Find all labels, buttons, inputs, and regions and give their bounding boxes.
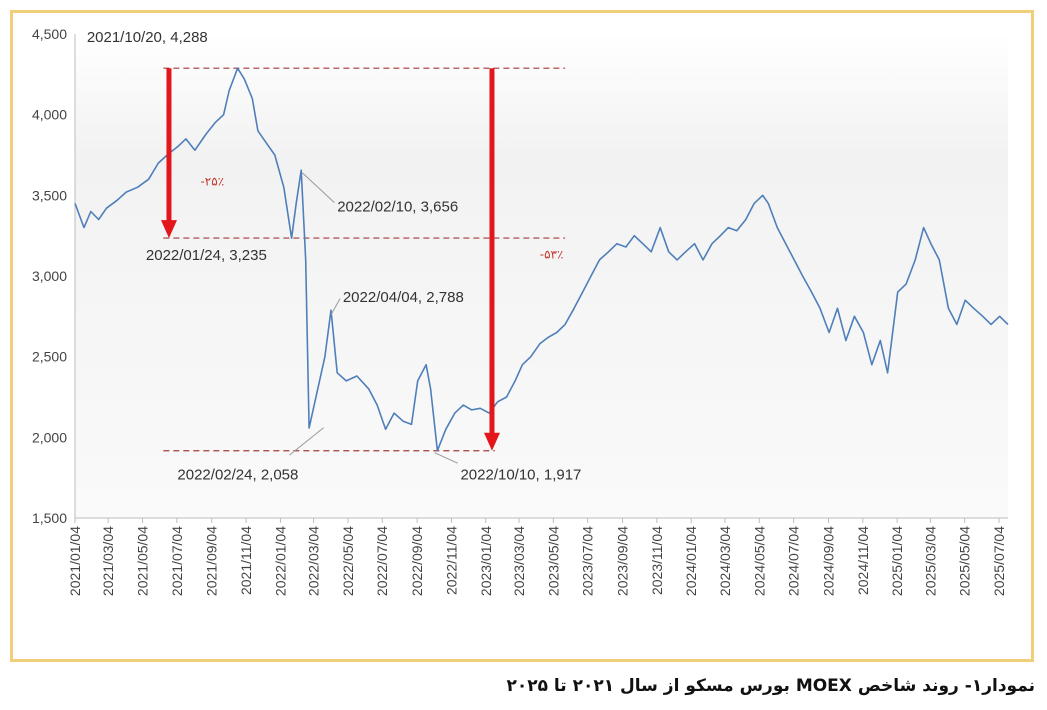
x-tick-label: 2022/07/04: [374, 526, 390, 596]
y-tick-label: 2,500: [32, 349, 67, 365]
annotation-3235: 2022/01/24, 3,235: [146, 247, 267, 264]
x-tick-label: 2023/03/04: [511, 526, 527, 596]
x-tick-label: 2021/03/04: [100, 526, 116, 596]
annotation-2058: 2022/02/24, 2,058: [177, 466, 298, 483]
series-line: [74, 67, 1009, 452]
annotation-3656: 2022/02/10, 3,656: [337, 198, 458, 215]
chart-frame: 1,500 2,000 2,500 3,000 3,500 4,000 4,500 2021/…: [10, 10, 1034, 662]
x-tick-label: 2023/11/04: [649, 526, 665, 595]
x-tick-label: 2022/05/04: [340, 526, 356, 596]
leader-1917: [434, 452, 458, 464]
x-tick-label: 2022/11/04: [443, 526, 459, 595]
x-tick-label: 2021/11/04: [238, 526, 254, 595]
drawdown-label-53: -۵۳٪: [540, 247, 564, 261]
drawdown-arrow-53-head: [483, 432, 500, 451]
y-tick-label: 3,500: [32, 187, 67, 203]
x-tick-label: 2024/09/04: [820, 526, 836, 596]
x-tick-label: 2024/01/04: [683, 526, 699, 596]
y-tick-label: 2,000: [32, 429, 67, 445]
x-tick-label: 2024/03/04: [717, 526, 733, 596]
x-tick-label: 2024/05/04: [751, 526, 767, 596]
x-tick-label: 2022/01/04: [272, 526, 288, 596]
x-tick-label: 2022/09/04: [409, 526, 425, 596]
annotation-2788: 2022/04/04, 2,788: [343, 289, 464, 306]
leader-2058: [289, 427, 325, 456]
x-tick-label: 2023/07/04: [580, 526, 596, 596]
drawdown-label-25: -۲۵٪: [200, 175, 224, 189]
x-tick-label: 2022/03/04: [306, 526, 322, 596]
x-tick-label: 2025/03/04: [922, 526, 938, 596]
x-tick-label: 2021/05/04: [135, 526, 151, 596]
x-tick-label: 2024/11/04: [855, 526, 871, 595]
x-tick-label: 2025/01/04: [889, 526, 905, 596]
x-tick-label: 2025/05/04: [957, 526, 973, 596]
leader-2788: [330, 298, 341, 315]
x-tick-label: 2024/07/04: [786, 526, 802, 596]
y-tick-label: 4,500: [32, 26, 67, 42]
x-tick-label: 2023/01/04: [478, 526, 494, 596]
x-tick-label: 2021/09/04: [204, 526, 220, 596]
figure-caption: نمودار۱- روند شاخص MOEX بورس مسکو از سال…: [506, 676, 1035, 696]
x-tick-label: 2021/01/04: [67, 526, 83, 596]
moex-line-chart: 1,500 2,000 2,500 3,000 3,500 4,000 4,500 2021/…: [32, 26, 1009, 596]
annotation-1917: 2022/10/10, 1,917: [460, 466, 581, 483]
drawdown-arrow-25-head: [160, 220, 177, 239]
plot-area: [75, 34, 1008, 518]
y-tick-label: 4,000: [32, 107, 67, 123]
x-tick-label: 2023/05/04: [545, 526, 561, 596]
x-tick-label: 2025/07/04: [991, 526, 1007, 596]
y-tick-label: 1,500: [32, 510, 67, 526]
x-tick-label: 2021/07/04: [169, 526, 185, 596]
annotation-peak: 2021/10/20, 4,288: [87, 29, 208, 46]
y-tick-label: 3,000: [32, 268, 67, 284]
x-tick-label: 2023/09/04: [615, 526, 631, 596]
leader-3656: [302, 172, 335, 203]
